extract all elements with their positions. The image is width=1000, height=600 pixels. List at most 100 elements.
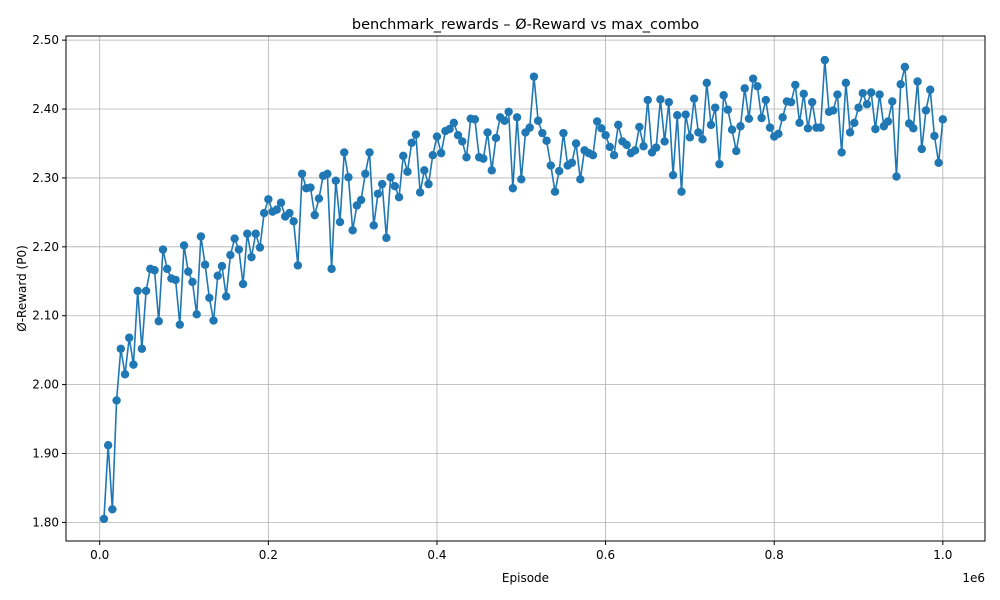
data-point [264,195,273,204]
data-point [723,105,733,114]
data-point [538,128,547,138]
data-point [213,271,222,280]
y-axis-label: Ø-Reward (P0) [15,245,29,332]
data-point [382,233,391,243]
data-point [205,293,214,302]
data-point [196,232,206,241]
data-point [888,97,897,106]
data-point [158,245,168,254]
y-tick-label: 2.10 [32,309,59,323]
data-point [664,97,674,107]
data-point [230,234,239,243]
data-point [753,82,762,91]
data-point [120,370,130,379]
data-point [285,208,294,218]
data-point [458,137,467,146]
data-point [129,360,138,369]
data-point [896,80,905,89]
data-point [403,167,412,176]
data-point [841,78,851,88]
data-point [833,90,842,99]
data-point [597,124,606,133]
data-point [491,133,501,143]
data-point [436,148,446,158]
data-point [651,143,661,152]
x-tick-label: 1.0 [933,548,952,562]
data-point [331,176,340,185]
data-point [601,131,610,140]
data-point [238,279,248,289]
data-point [677,187,686,196]
data-point [685,133,695,142]
data-point [133,286,142,296]
data-point [449,118,459,128]
data-point [255,243,265,252]
data-point [938,115,948,124]
x-tick-label: 0.8 [765,548,784,562]
data-point [247,252,256,262]
data-point [546,161,555,170]
data-point [681,110,690,119]
data-point [293,261,303,270]
data-point [803,124,813,133]
data-point [407,138,416,147]
data-point [795,118,804,128]
data-point [727,125,737,134]
data-point [209,316,218,325]
x-tick-label: 0.6 [596,548,615,562]
y-tick-label: 1.80 [32,515,59,529]
data-point [116,344,126,353]
data-point [673,111,682,120]
y-tick-label: 2.20 [32,240,59,254]
y-tick-label: 1.90 [32,447,59,461]
data-point [715,159,724,169]
data-point [592,117,602,126]
data-point [192,310,201,319]
data-point [732,146,741,156]
data-point [930,131,939,141]
data-point [740,84,749,93]
x-tick-label: 0.2 [259,548,278,562]
data-point [774,129,783,139]
data-point [179,241,189,250]
data-point [428,150,437,160]
data-point [689,94,699,103]
data-point [668,170,678,180]
data-point [761,95,770,105]
data-point [926,85,935,94]
data-point [314,194,324,203]
data-point [365,148,374,157]
data-point [765,123,775,132]
data-point [445,124,454,134]
data-point [917,144,926,154]
data-point [517,175,526,184]
data-point [639,142,648,151]
data-point [533,116,543,125]
data-point [415,188,425,197]
data-point [791,80,800,90]
data-point [871,124,880,134]
data-series [99,55,948,524]
data-point [525,123,534,132]
data-point [576,175,585,184]
data-point [799,89,808,99]
data-point [272,205,281,214]
data-point [103,441,113,450]
gridlines [66,36,985,541]
data-point [660,137,669,146]
data-point [702,78,711,88]
data-point [694,128,703,137]
data-point [200,260,210,269]
data-point [150,266,159,275]
data-point [327,264,336,274]
data-point [162,264,172,274]
data-point [816,123,825,132]
data-point [866,88,876,97]
data-point [508,184,518,193]
y-tick-label: 2.30 [32,171,59,185]
data-point [453,131,463,140]
data-point [605,142,615,152]
data-point [635,122,644,132]
data-point [432,132,442,141]
data-point [820,55,830,65]
